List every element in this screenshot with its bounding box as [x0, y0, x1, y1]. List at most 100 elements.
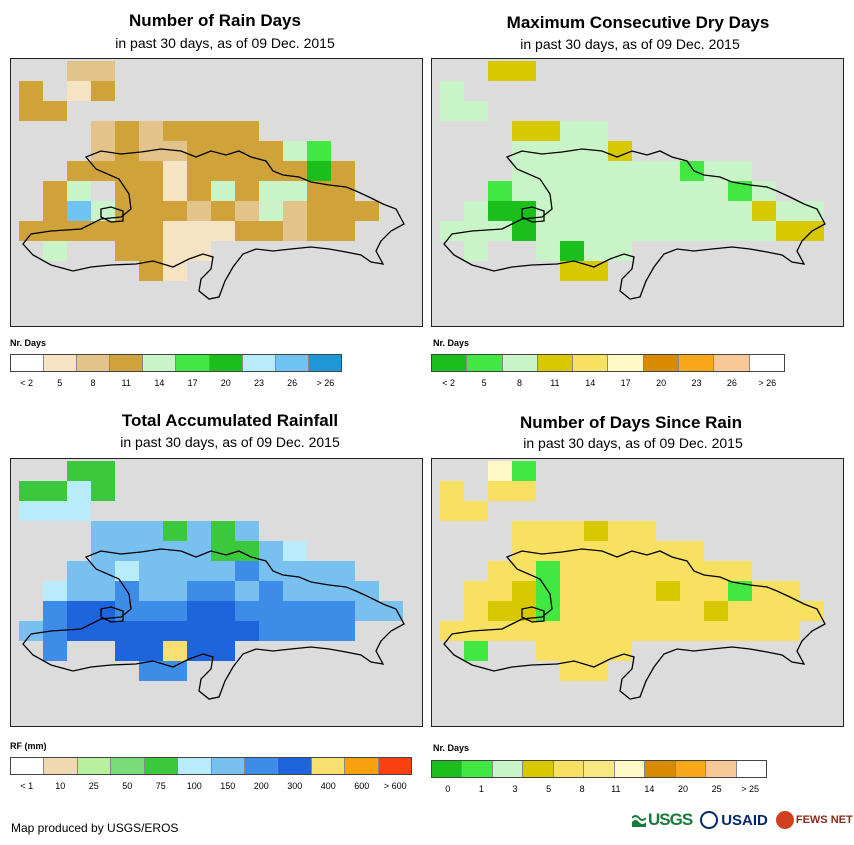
legend-label: 300: [287, 781, 303, 791]
legend-swatch: [176, 355, 210, 371]
grid-cell: [163, 561, 187, 581]
grid-cell: [259, 221, 283, 241]
grid-cell: [139, 601, 163, 621]
grid-cell: [728, 161, 752, 181]
grid-cell: [584, 201, 608, 221]
legend-label: 8: [579, 784, 585, 794]
legend-label: 600: [354, 781, 370, 791]
grid-cell: [259, 541, 283, 561]
grid-cell: [752, 221, 776, 241]
legend-swatch: [736, 761, 766, 777]
grid-cell: [560, 601, 584, 621]
grid-cell: [488, 621, 512, 641]
grid-cell: [728, 621, 752, 641]
grid-cell: [211, 521, 235, 541]
grid-cell: [235, 121, 259, 141]
grid-cell: [680, 561, 704, 581]
legend-label: 20: [220, 378, 231, 388]
grid-cell: [560, 241, 584, 261]
grid-cell: [560, 161, 584, 181]
island-outline: [443, 148, 826, 300]
grid-cell: [115, 521, 139, 541]
legend-swatch: [643, 355, 680, 371]
grid-cell: [608, 541, 632, 561]
legend-title: RF (mm): [10, 741, 47, 751]
grid-cell: [187, 581, 211, 601]
grid-cell: [187, 621, 211, 641]
panel-subtitle: in past 30 days, as of 09 Dec. 2015: [120, 434, 340, 450]
legend-swatch: [242, 355, 276, 371]
grid-cell: [560, 581, 584, 601]
grid-cell: [307, 221, 331, 241]
legend-labels: < 2 5 8 11 14 17 20 23 26 > 26: [431, 378, 785, 390]
grid-cell: [91, 221, 115, 241]
grid-cell: [488, 61, 512, 81]
grid-cell: [512, 581, 536, 601]
grid-cell: [43, 481, 67, 501]
grid-cell: [19, 621, 43, 641]
grid-cell: [331, 581, 355, 601]
grid-cell: [91, 161, 115, 181]
grid-cell: [163, 521, 187, 541]
legend-label: 400: [320, 781, 336, 791]
legend-labels: < 2 5 8 11 14 17 20 23 26 > 26: [10, 378, 342, 390]
grid-cell: [704, 601, 728, 621]
legend-colorbar: [431, 354, 785, 372]
legend-label: 17: [187, 378, 198, 388]
grid-cell: [728, 561, 752, 581]
legend-swatch: [749, 355, 784, 371]
grid-cell: [536, 541, 560, 561]
legend-swatch: [211, 758, 245, 774]
rain-days-map: [10, 58, 423, 327]
grid-cell: [67, 581, 91, 601]
panel-title: Maximum Consecutive Dry Days: [506, 13, 770, 32]
grid-cell: [19, 501, 43, 521]
grid-cell: [67, 601, 91, 621]
grid-cell: [464, 641, 488, 661]
grid-cell: [512, 201, 536, 221]
grid-cell: [43, 501, 67, 521]
legend-label: 14: [585, 378, 596, 388]
grid-cell: [235, 201, 259, 221]
grid-cell: [115, 241, 139, 261]
grid-cell: [211, 141, 235, 161]
grid-cell: [584, 521, 608, 541]
grid-cell: [728, 581, 752, 601]
legend-label: > 26: [758, 378, 777, 388]
grid-cell: [560, 661, 584, 681]
grid-cell: [440, 481, 464, 501]
grid-cell: [536, 561, 560, 581]
legend-swatch: [275, 355, 309, 371]
grid-cell: [704, 581, 728, 601]
grid-cell: [163, 661, 187, 681]
legend-colorbar: [10, 757, 412, 775]
legend-swatch: [432, 355, 468, 371]
grid-cell: [728, 601, 752, 621]
grid-cell: [331, 561, 355, 581]
grid-cell: [91, 581, 115, 601]
grid-cell: [464, 601, 488, 621]
grid-cell: [512, 621, 536, 641]
grid-cell: [331, 201, 355, 221]
grid-cell: [584, 121, 608, 141]
legend-label: 20: [677, 784, 689, 794]
grid-cell: [800, 201, 824, 221]
grid-cell: [440, 621, 464, 641]
legend-swatch: [378, 758, 412, 774]
grid-cell: [488, 481, 512, 501]
grid-cell: [43, 641, 67, 661]
grid-cell: [560, 561, 584, 581]
grid-cell: [67, 461, 91, 481]
grid-cell: [680, 181, 704, 201]
grid-cell: [187, 141, 211, 161]
map-svg: [440, 461, 826, 700]
legend-swatch: [523, 761, 554, 777]
legend-label: > 26: [316, 378, 335, 388]
legend-label: > 600: [383, 781, 407, 791]
grid-cell: [115, 541, 139, 561]
grid-cell: [67, 161, 91, 181]
grid-cell: [584, 181, 608, 201]
fews-net-logo: FEWS NET: [775, 811, 853, 829]
grid-cell: [512, 61, 536, 81]
grid-cell: [752, 181, 776, 201]
